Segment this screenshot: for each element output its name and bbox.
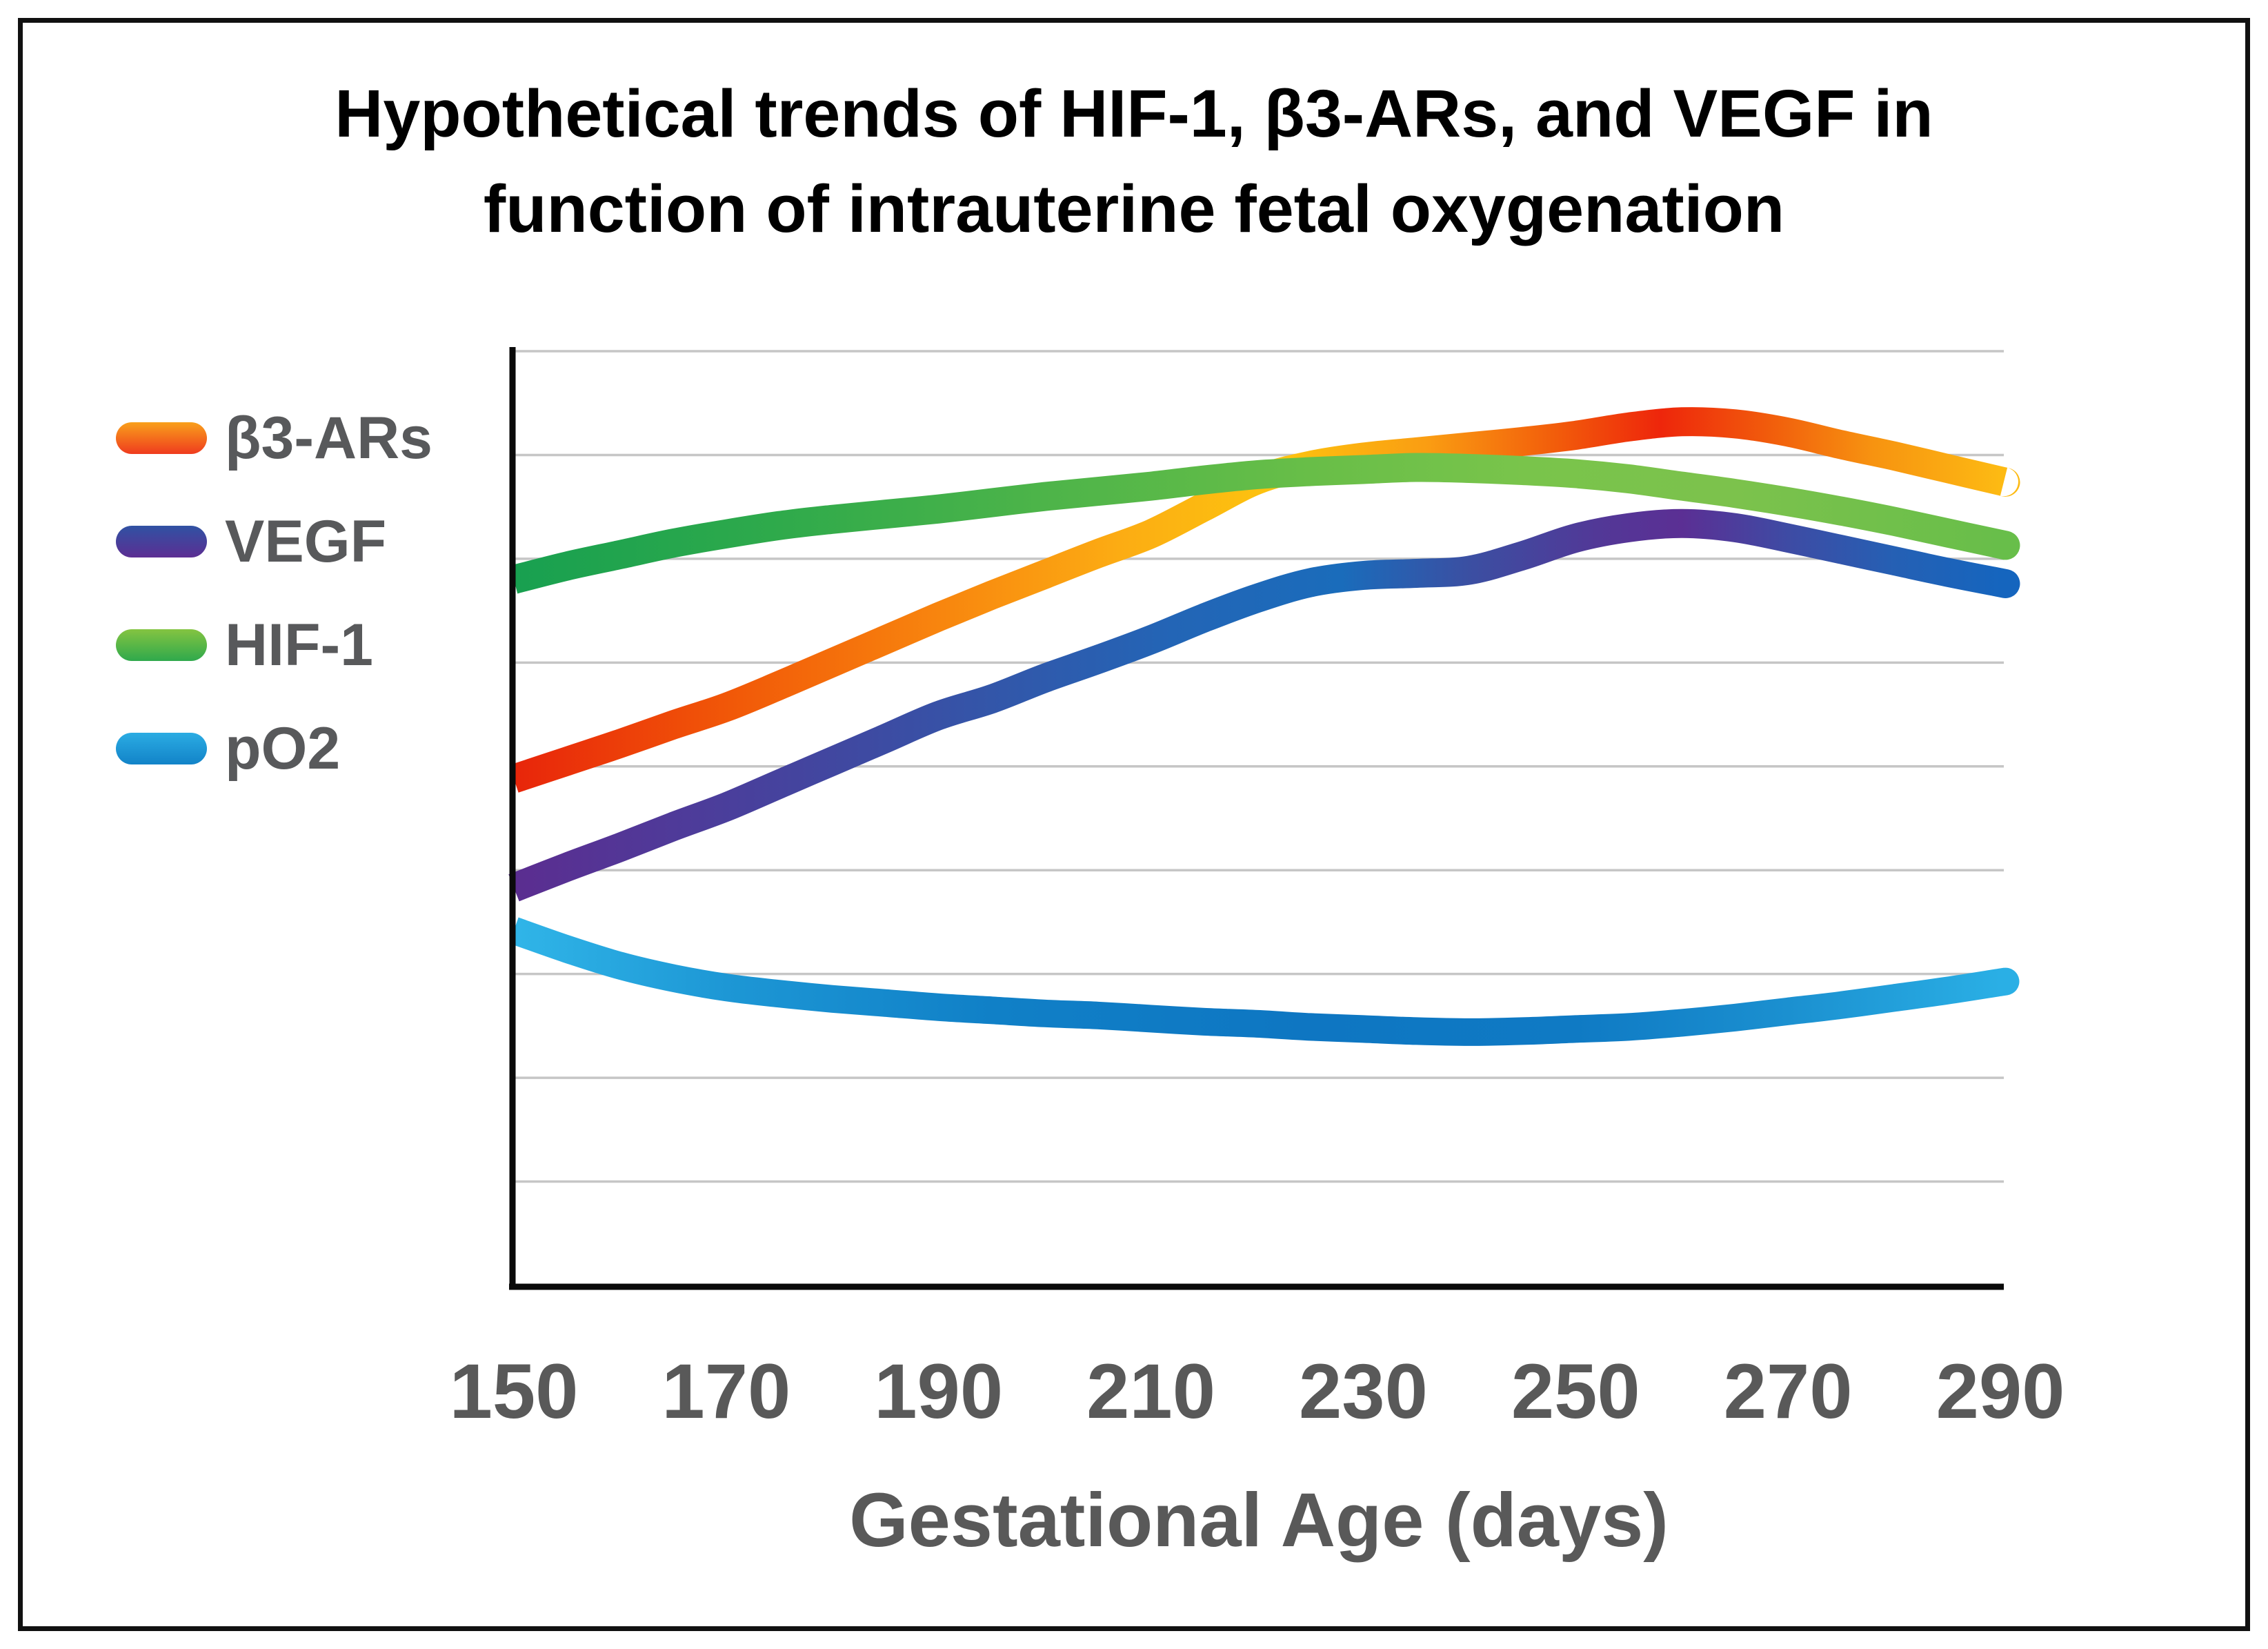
x-tick-170: 170: [662, 1348, 791, 1434]
legend-swatch-HIF-1: [116, 629, 207, 661]
series-line-pO2: [509, 917, 2020, 1046]
series-line-VEGF: [508, 508, 2020, 902]
chart-title: Hypothetical trends of HIF-1, β3-ARs, an…: [0, 66, 2268, 256]
legend-item-HIF-1: HIF-1: [116, 593, 432, 697]
legend-item-VEGF: VEGF: [116, 490, 432, 593]
legend-label-pO2: pO2: [225, 715, 341, 782]
x-tick-270: 270: [1723, 1348, 1853, 1434]
legend-label-HIF-1: HIF-1: [225, 611, 373, 678]
chart-title-line2: function of intrauterine fetal oxygenati…: [483, 170, 1785, 246]
x-tick-150: 150: [449, 1348, 579, 1434]
series-line-HIF-1: [510, 453, 2020, 594]
legend-swatch-β3-ARs: [116, 422, 207, 454]
legend-swatch-pO2: [116, 733, 207, 764]
legend-label-VEGF: VEGF: [225, 508, 387, 575]
x-tick-250: 250: [1511, 1348, 1640, 1434]
legend: β3-ARs VEGF HIF-1 pO2: [116, 386, 432, 800]
legend-item-pO2: pO2: [116, 697, 432, 800]
x-tick-190: 190: [874, 1348, 1004, 1434]
x-tick-210: 210: [1086, 1348, 1215, 1434]
x-tick-230: 230: [1298, 1348, 1428, 1434]
legend-item-β3-ARs: β3-ARs: [116, 386, 432, 490]
chart-title-line1: Hypothetical trends of HIF-1, β3-ARs, an…: [335, 76, 1933, 151]
legend-swatch-VEGF: [116, 526, 207, 557]
legend-label-β3-ARs: β3-ARs: [225, 404, 432, 471]
x-axis-title: Gestational Age (days): [849, 1478, 1669, 1563]
x-tick-290: 290: [1936, 1348, 2065, 1434]
